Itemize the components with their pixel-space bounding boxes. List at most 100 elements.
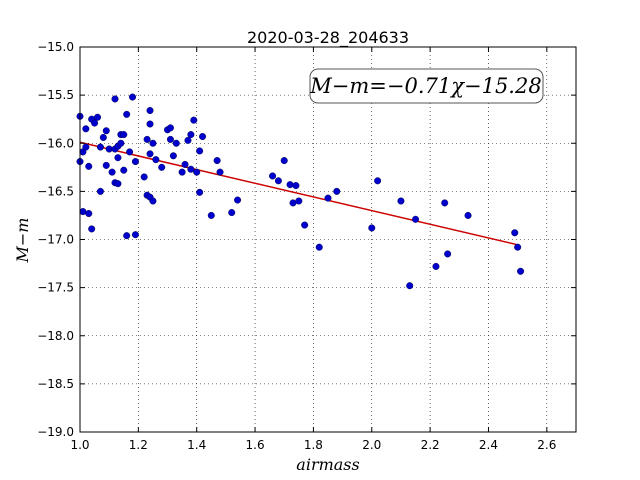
data-point [120,131,128,139]
data-point [406,282,414,290]
data-point [196,147,204,155]
y-tick-label: −19.0 [37,425,74,439]
x-tick-label: 2.2 [421,438,440,452]
data-point [120,166,128,174]
x-tick-label: 1.8 [304,438,323,452]
data-point [91,119,99,127]
data-point [441,199,449,207]
data-point [105,145,113,153]
data-point [123,232,131,240]
data-point [108,168,116,176]
data-point [85,162,93,170]
data-point [374,177,382,185]
data-point [187,131,195,139]
data-point [216,168,224,176]
data-point [114,180,122,188]
data-points [76,93,525,290]
data-point [131,158,139,166]
data-point [464,211,472,219]
data-point [94,113,102,121]
data-point [234,196,242,204]
data-point [158,163,166,171]
data-point [289,199,297,207]
grid-lines [80,47,576,432]
data-point [123,110,131,118]
data-point [166,124,174,132]
data-point [169,152,177,160]
data-point [514,243,522,251]
data-point [511,229,519,237]
y-tick-label: −15.5 [37,88,74,102]
x-tick-label: 2.4 [479,438,498,452]
data-point [178,168,186,176]
data-point [207,211,215,219]
y-tick-label: −17.0 [37,233,74,247]
data-point [117,139,125,147]
x-tick-label: 1.6 [246,438,265,452]
data-point [196,188,204,196]
data-point [432,262,440,270]
x-tick-label: 2.6 [537,438,556,452]
annotation-frame [309,68,544,104]
data-point [85,210,93,218]
data-point [274,177,282,185]
data-point [228,209,236,217]
data-point [96,143,104,151]
data-point [146,120,154,128]
y-tick-label: −15.0 [37,40,74,54]
data-point [412,215,420,223]
data-point [146,150,154,158]
data-point [292,182,300,190]
data-point [143,135,151,143]
data-point [140,173,148,181]
data-point [111,95,119,103]
data-point [102,127,110,135]
chart-title: 2020-03-28_204633 [247,28,409,48]
data-point [102,161,110,169]
data-point [82,125,90,133]
data-point [129,93,137,101]
data-point [517,267,525,275]
data-point [315,243,323,251]
data-point [368,224,376,232]
annotation-box: M−m=−0.71χ−15.28 [309,68,544,104]
y-tick-label: −18.5 [37,377,74,391]
data-point [324,194,332,202]
data-point [82,143,90,151]
data-point [190,116,198,124]
x-tick-label: 1.4 [187,438,206,452]
data-point [286,181,294,189]
data-point [269,172,277,180]
data-point [79,208,87,216]
fit-equation: M−m=−0.71χ−15.28 [309,74,541,98]
data-point [96,187,104,195]
data-point [184,136,192,144]
data-point [149,197,157,205]
data-point [114,154,122,162]
y-tick-label: −16.0 [37,136,74,150]
data-point [397,197,405,205]
axis-ticks: 1.0 1.2 1.4 1.6 1.8 2.0 2.2 2.4 2.6 −15.0 −15.5 −16… [37,40,576,452]
data-point [166,135,174,143]
data-point [301,221,309,229]
data-point [193,168,201,176]
data-point [131,231,139,239]
x-tick-label: 1.0 [70,438,89,452]
data-point [199,133,207,141]
data-point [181,160,189,168]
data-point [187,165,195,173]
x-tick-label: 2.0 [362,438,381,452]
data-point [149,139,157,147]
data-point [280,157,288,165]
x-tick-label: 1.2 [129,438,148,452]
data-point [146,107,154,115]
data-point [126,148,134,156]
data-point [333,187,341,195]
y-tick-label: −18.0 [37,329,74,343]
y-tick-label: −17.5 [37,281,74,295]
data-point [152,156,160,164]
data-point [444,250,452,258]
data-point [295,197,303,205]
data-point [213,157,221,165]
